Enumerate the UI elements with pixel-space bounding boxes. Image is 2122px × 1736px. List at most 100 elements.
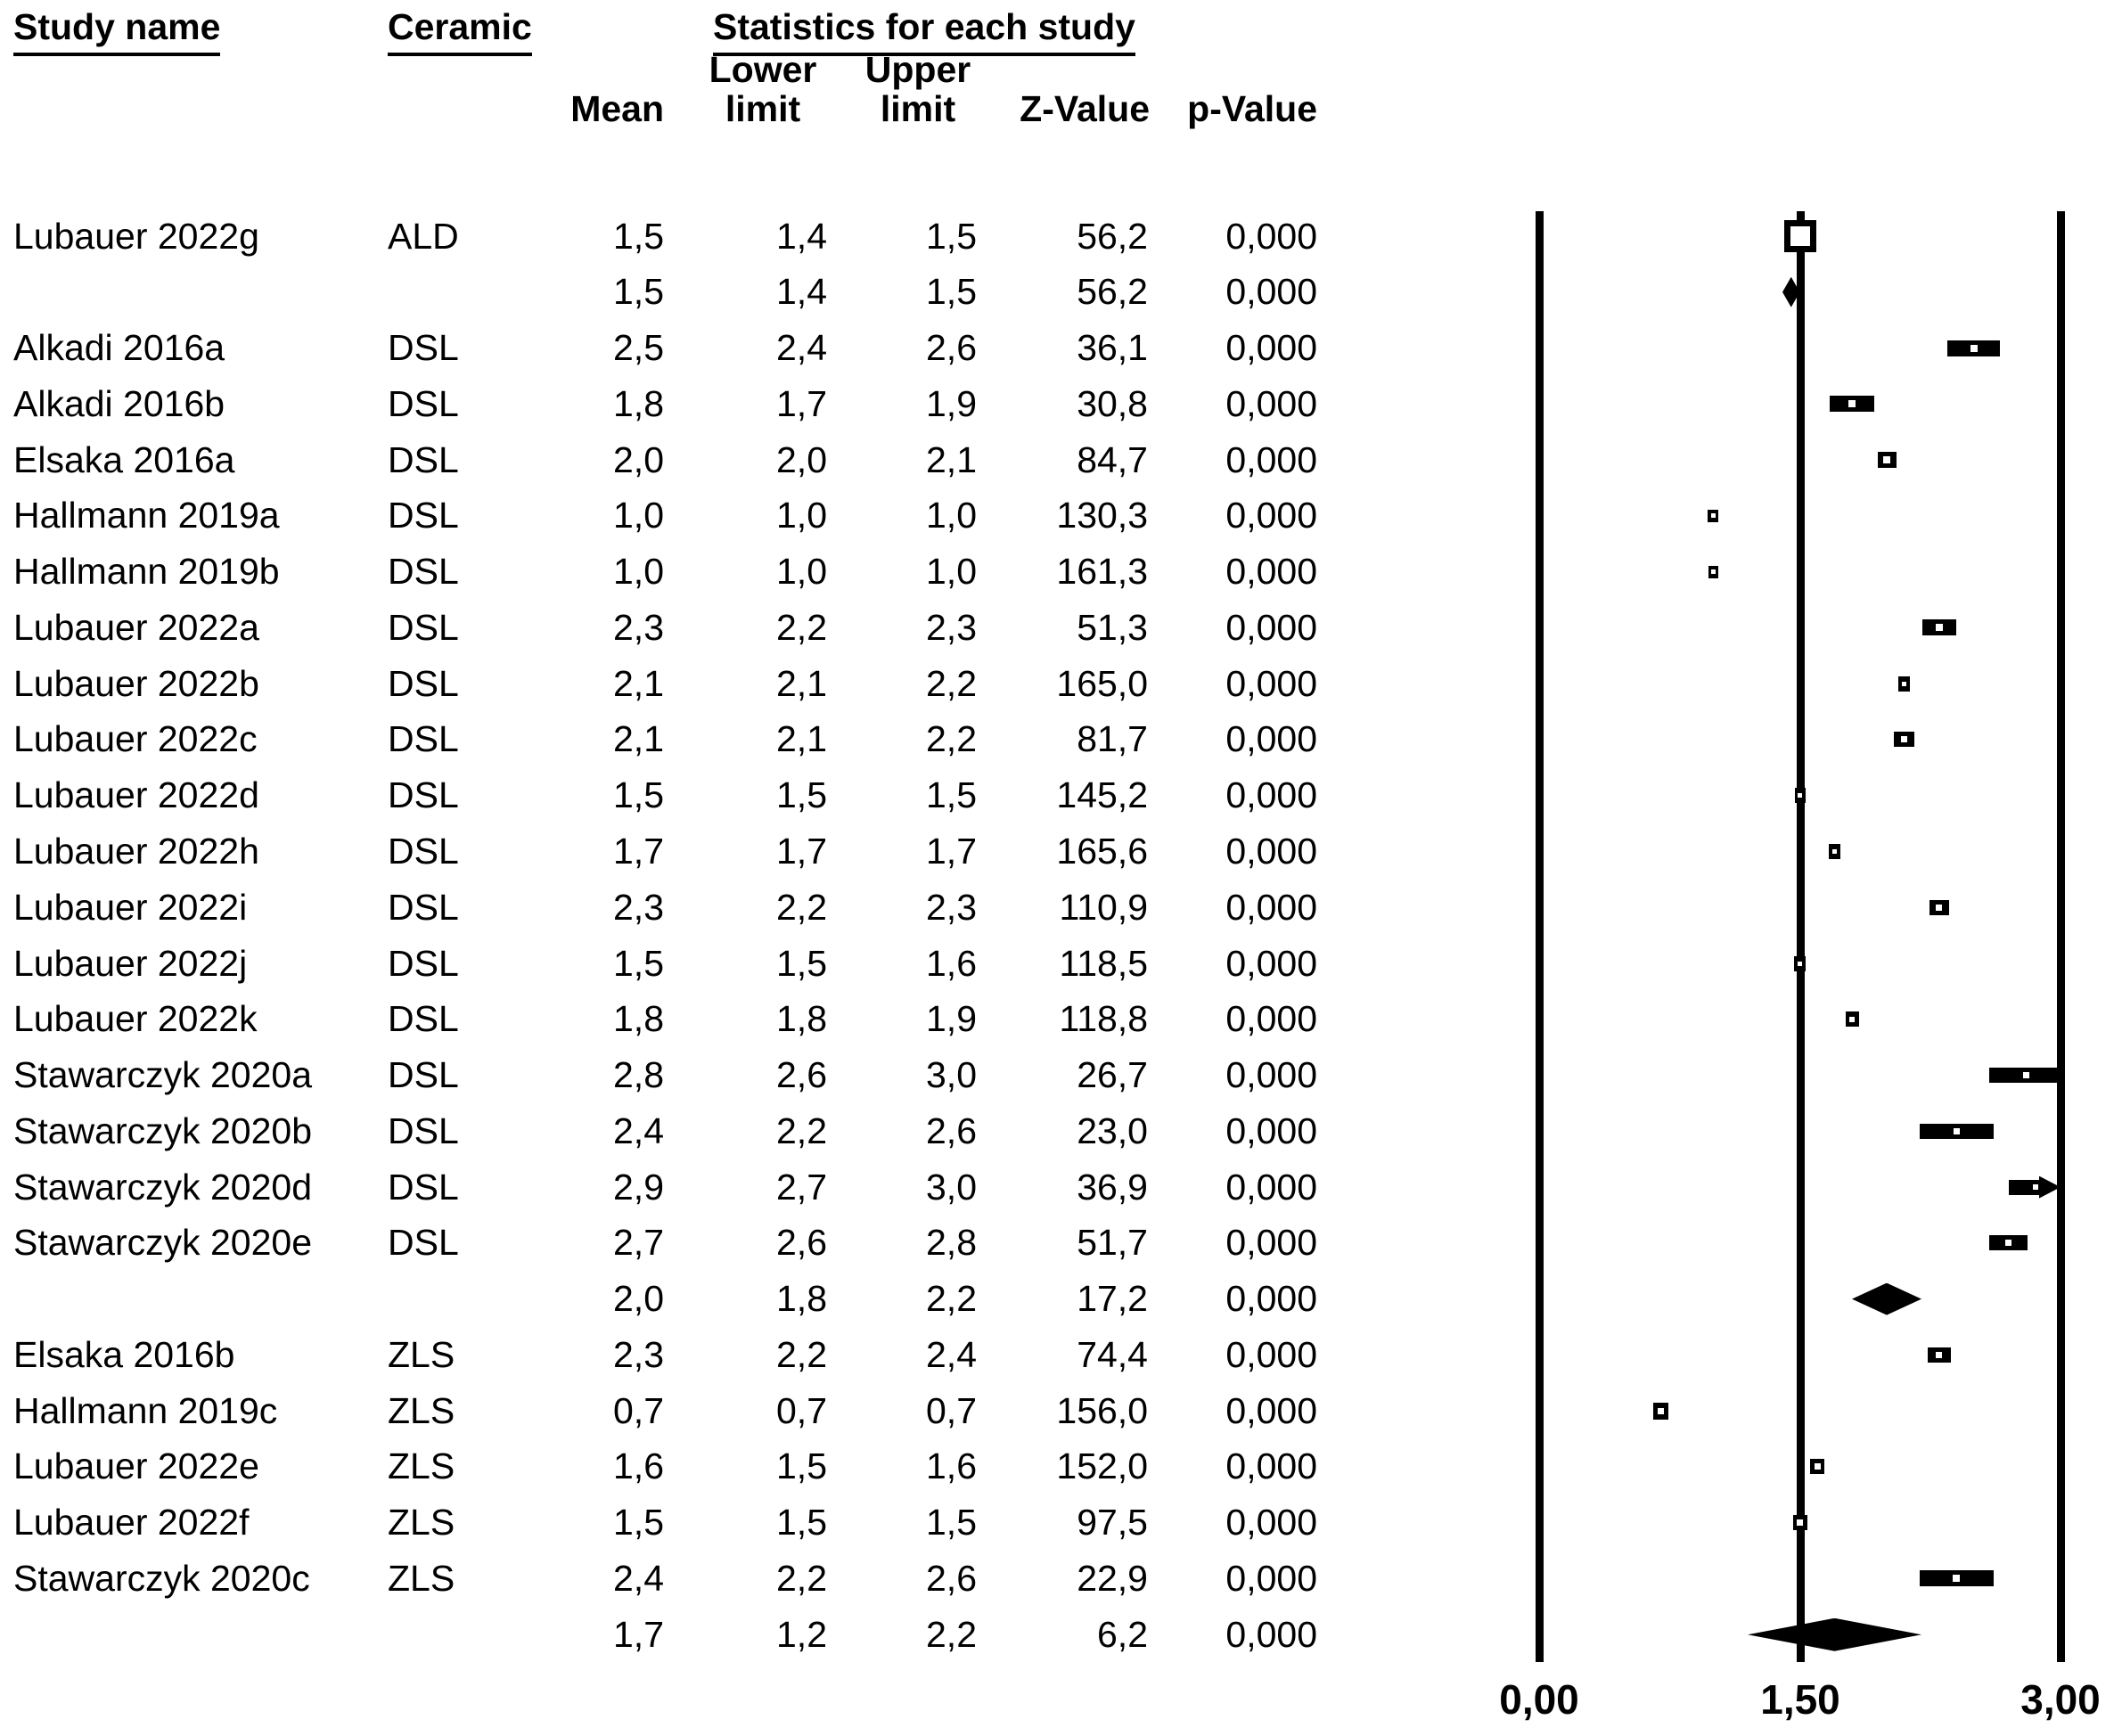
ceramic-cell: ZLS — [388, 1557, 455, 1599]
ceramic-cell: DSL — [388, 327, 459, 369]
p-value-cell: 0,000 — [1225, 606, 1317, 648]
p-value-cell: 0,000 — [1225, 1502, 1317, 1544]
marker-center-dot — [1902, 681, 1906, 686]
study-name-cell: Stawarczyk 2020d — [13, 1166, 313, 1208]
p-value-cell: 0,000 — [1225, 1445, 1317, 1487]
study-name-cell: Lubauer 2022h — [13, 830, 259, 872]
ceramic-cell: DSL — [388, 438, 459, 480]
study-name-cell: Lubauer 2022d — [13, 774, 259, 816]
ceramic-cell: ZLS — [388, 1502, 455, 1544]
upper-limit-cell: 1,5 — [926, 1502, 977, 1544]
z-value-cell: 17,2 — [1077, 1278, 1148, 1320]
p-value-cell: 0,000 — [1225, 1613, 1317, 1655]
p-value-cell: 0,000 — [1225, 327, 1317, 369]
study-point-marker — [1810, 1459, 1824, 1475]
ceramic-cell: ALD — [388, 215, 459, 257]
statistics-group-header: Statistics for each study — [713, 7, 1135, 56]
ceramic-cell: ZLS — [388, 1333, 455, 1375]
upper-limit-cell: 3,0 — [926, 1166, 977, 1208]
lower-limit-cell: 1,5 — [776, 942, 827, 984]
ceramic-cell: DSL — [388, 551, 459, 593]
lower-limit-cell: 1,4 — [776, 271, 827, 313]
p-value-cell: 0,000 — [1225, 774, 1317, 816]
ceramic-cell: DSL — [388, 1222, 459, 1264]
upper-limit-cell: 2,3 — [926, 886, 977, 928]
ceramic-cell: DSL — [388, 942, 459, 984]
z-value-cell: 36,9 — [1077, 1166, 1148, 1208]
z-value-cell: 26,7 — [1077, 1054, 1148, 1096]
study-name-cell: Hallmann 2019c — [13, 1389, 278, 1431]
table-row: Stawarczyk 2020a DSL 2,8 2,6 3,0 26,7 0,000 — [0, 1047, 1337, 1103]
table-row: Lubauer 2022h DSL 1,7 1,7 1,7 165,6 0,000 — [0, 823, 1337, 880]
mean-cell: 2,5 — [613, 327, 664, 369]
lower-limit-cell: 0,7 — [776, 1389, 827, 1431]
pooled-diamond-marker — [1782, 276, 1800, 307]
lower-limit-cell: 1,0 — [776, 495, 827, 536]
p-value-cell: 0,000 — [1225, 1110, 1317, 1151]
mean-cell: 1,5 — [613, 774, 664, 816]
lower-limit-cell: 1,7 — [776, 382, 827, 424]
study-point-marker — [1919, 1123, 1994, 1139]
lower-limit-cell: 2,2 — [776, 886, 827, 928]
lower-limit-cell: 2,2 — [776, 1557, 827, 1599]
lower-limit-cell: 2,7 — [776, 1166, 827, 1208]
lower-limit-line1: Lower — [709, 49, 817, 90]
ceramic-cell: ZLS — [388, 1389, 455, 1431]
z-value-cell: 51,7 — [1077, 1222, 1148, 1264]
study-point-marker — [1708, 509, 1718, 522]
mean-cell: 2,9 — [613, 1166, 664, 1208]
mean-cell: 2,3 — [613, 1333, 664, 1375]
lower-limit-cell: 2,0 — [776, 438, 827, 480]
study-name-cell: Lubauer 2022j — [13, 942, 248, 984]
axis-line-middle — [1797, 211, 1805, 1662]
z-value-cell: 130,3 — [1056, 495, 1148, 536]
marker-center-dot — [1953, 1575, 1960, 1583]
z-value-cell: 145,2 — [1056, 774, 1148, 816]
study-name-cell: Hallmann 2019b — [13, 551, 280, 593]
marker-center-dot — [1710, 569, 1716, 575]
z-value-cell: 152,0 — [1056, 1445, 1148, 1487]
upper-limit-cell: 1,5 — [926, 271, 977, 313]
p-value-cell: 0,000 — [1225, 1166, 1317, 1208]
upper-limit-cell: 2,2 — [926, 1613, 977, 1655]
mean-cell: 1,7 — [613, 1613, 664, 1655]
p-value-cell: 0,000 — [1225, 998, 1317, 1040]
lower-limit-cell: 1,0 — [776, 551, 827, 593]
table-row: Lubauer 2022k DSL 1,8 1,8 1,9 118,8 0,000 — [0, 991, 1337, 1047]
mean-cell: 1,0 — [613, 551, 664, 593]
lower-limit-column-header: Lower limit — [674, 50, 852, 128]
ceramic-cell: DSL — [388, 606, 459, 648]
lower-limit-cell: 1,7 — [776, 830, 827, 872]
study-point-marker — [1929, 899, 1949, 915]
study-point-marker — [1898, 676, 1910, 692]
lower-limit-cell: 2,1 — [776, 662, 827, 704]
marker-center-dot — [1814, 1463, 1821, 1470]
ceramic-cell: DSL — [388, 998, 459, 1040]
z-value-cell: 161,3 — [1056, 551, 1148, 593]
study-point-marker — [2008, 1179, 2043, 1195]
study-name-cell: Lubauer 2022b — [13, 662, 259, 704]
summary-row: 2,0 1,8 2,2 17,2 0,000 — [0, 1271, 1337, 1327]
p-value-cell: 0,000 — [1225, 438, 1317, 480]
upper-limit-cell: 2,6 — [926, 1110, 977, 1151]
table-row: Alkadi 2016a DSL 2,5 2,4 2,6 36,1 0,000 — [0, 320, 1337, 376]
ceramic-header: Ceramic — [388, 7, 532, 56]
z-value-cell: 165,6 — [1056, 830, 1148, 872]
ceramic-cell: DSL — [388, 886, 459, 928]
study-point-marker — [1794, 788, 1806, 804]
p-value-cell: 0,000 — [1225, 551, 1317, 593]
upper-limit-cell: 1,6 — [926, 1445, 977, 1487]
upper-limit-column-header: Upper limit — [829, 50, 1007, 128]
marker-center-dot — [1849, 1016, 1855, 1022]
marker-center-dot — [1798, 793, 1802, 798]
marker-center-dot — [1953, 1127, 1960, 1134]
mean-cell: 2,7 — [613, 1222, 664, 1264]
marker-center-dot — [1901, 736, 1907, 743]
upper-limit-cell: 2,4 — [926, 1333, 977, 1375]
upper-limit-cell: 2,2 — [926, 662, 977, 704]
study-point-marker — [1894, 732, 1914, 748]
mean-cell: 0,7 — [613, 1389, 664, 1431]
mean-cell: 2,3 — [613, 886, 664, 928]
marker-center-dot — [1936, 1351, 1942, 1358]
